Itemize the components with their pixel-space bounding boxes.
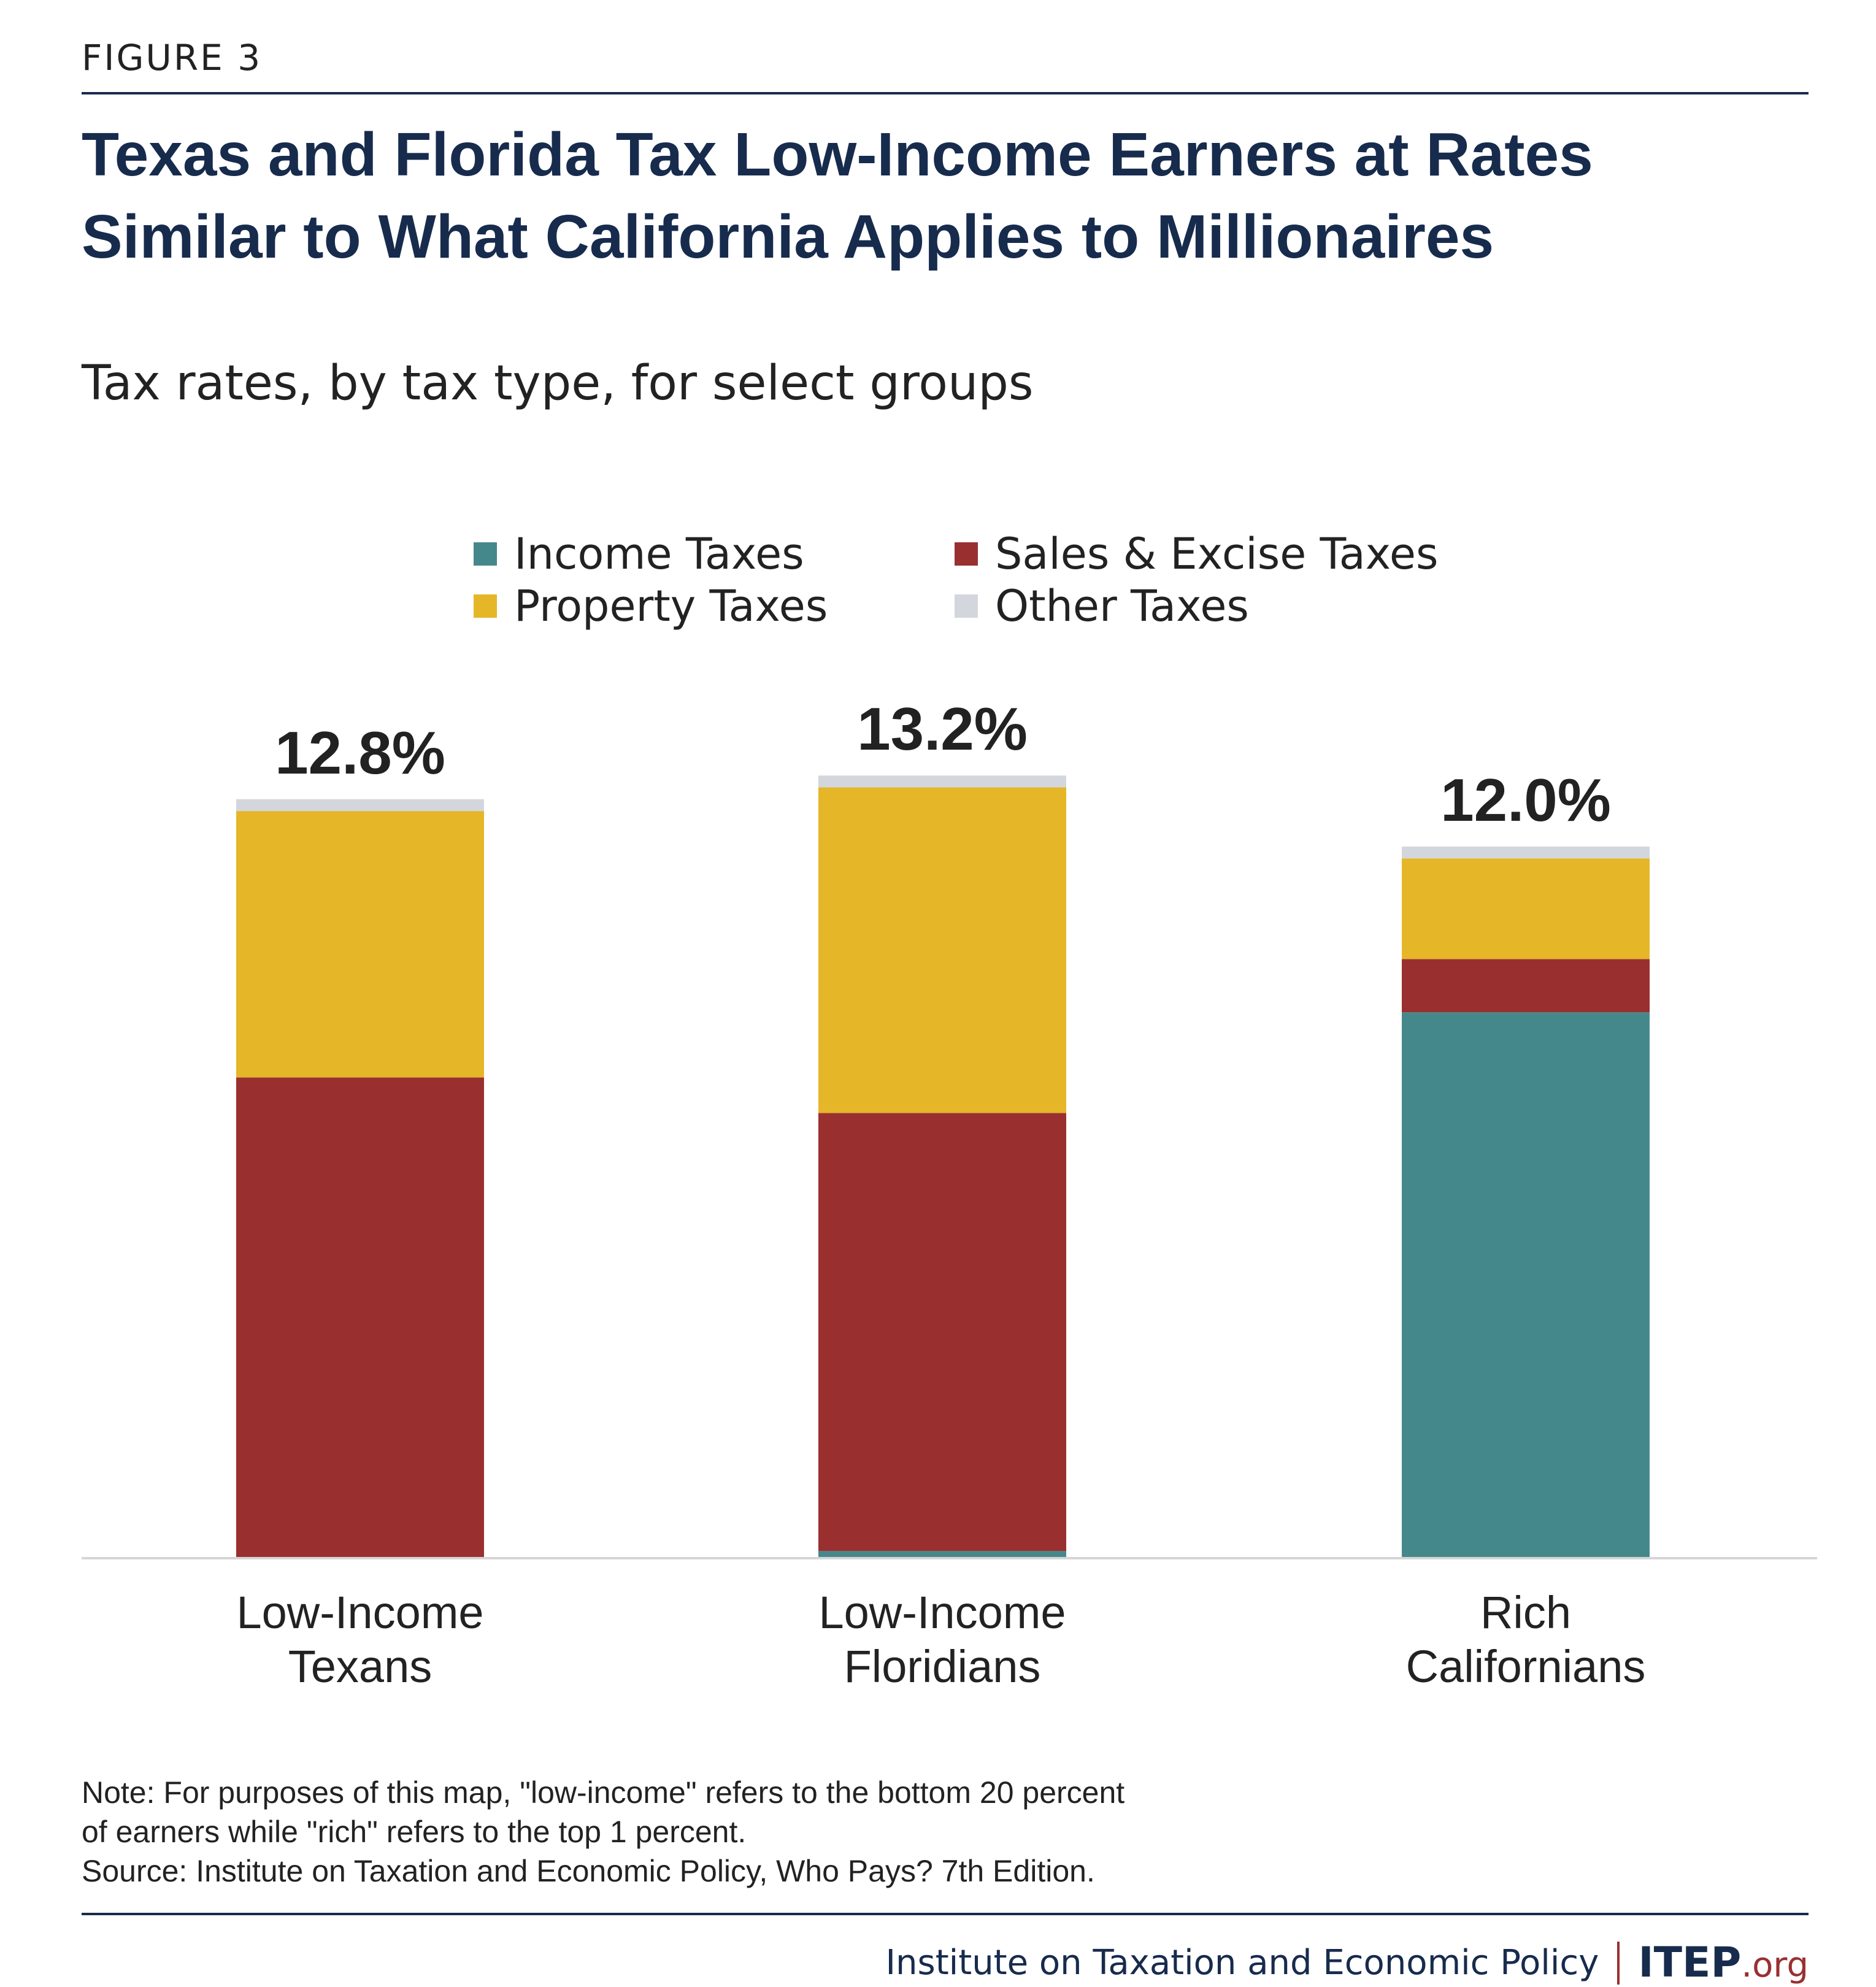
footer-org-name: Institute on Taxation and Economic Polic… (885, 1943, 1599, 1983)
itep-logo: ITEP.org (1638, 1939, 1809, 1987)
bar-segment-income-taxes-2 (1402, 1012, 1650, 1557)
bar-segment-sales-excise-taxes-0 (236, 1077, 484, 1557)
logo-itep: ITEP (1638, 1939, 1742, 1987)
category-line: Low-Income (818, 1587, 1066, 1638)
bottom-rule (82, 1913, 1809, 1915)
category-line: Floridians (844, 1641, 1041, 1692)
title-line-1: Texas and Florida Tax Low-Income Earners… (82, 120, 1593, 189)
bar-segment-property-taxes-0 (236, 811, 484, 1078)
footer-separator (1617, 1941, 1620, 1985)
total-label: 12.8% (275, 719, 445, 786)
category-line: Low-Income (236, 1587, 484, 1638)
note-line-1: Note: For purposes of this map, "low-inc… (82, 1775, 1125, 1810)
chart-title: Texas and Florida Tax Low-Income Earners… (82, 113, 1593, 278)
chart-subtitle: Tax rates, by tax type, for select group… (82, 356, 1034, 411)
logo-org: .org (1741, 1945, 1809, 1985)
legend-label-sales: Sales & Excise Taxes (995, 529, 1439, 579)
legend-item-other: Other Taxes (955, 581, 1249, 631)
legend-item-sales: Sales & Excise Taxes (955, 529, 1438, 579)
total-label: 13.2% (857, 695, 1028, 763)
top-rule (82, 92, 1809, 94)
bar-segment-property-taxes-1 (818, 787, 1066, 1113)
category-label-floridians: Low-Income Floridians (728, 1586, 1157, 1694)
bar-segment-other-taxes-0 (236, 799, 484, 812)
category-label-californians: Rich Californians (1311, 1586, 1740, 1694)
total-label: 12.0% (1440, 766, 1611, 834)
category-label-texans: Low-Income Texans (145, 1586, 575, 1694)
category-line: Texans (288, 1641, 432, 1692)
bar-segment-sales-excise-taxes-1 (818, 1113, 1066, 1551)
legend-swatch-sales (955, 542, 978, 566)
legend-label-income: Income Taxes (514, 529, 804, 579)
bar-segment-income-taxes-1 (818, 1551, 1066, 1557)
bar-segment-property-taxes-2 (1402, 858, 1650, 959)
bar-segment-sales-excise-taxes-2 (1402, 959, 1650, 1013)
legend-swatch-other (955, 594, 978, 618)
note-line-2: of earners while "rich" refers to the to… (82, 1815, 747, 1849)
legend-swatch-income (474, 542, 497, 566)
legend-swatch-property (474, 594, 497, 618)
figure-label: FIGURE 3 (82, 37, 263, 79)
bar-segment-other-taxes-2 (1402, 847, 1650, 859)
legend-label-property: Property Taxes (514, 581, 828, 631)
footer: Institute on Taxation and Economic Polic… (886, 1939, 1809, 1987)
category-line: Californians (1405, 1641, 1646, 1692)
legend-item-income: Income Taxes (474, 529, 804, 579)
legend-label-other: Other Taxes (995, 581, 1249, 631)
title-line-2: Similar to What California Applies to Mi… (82, 202, 1494, 271)
source-line: Source: Institute on Taxation and Econom… (82, 1854, 1095, 1888)
legend-item-property: Property Taxes (474, 581, 828, 631)
category-line: Rich (1480, 1587, 1572, 1638)
bar-segment-other-taxes-1 (818, 775, 1066, 788)
